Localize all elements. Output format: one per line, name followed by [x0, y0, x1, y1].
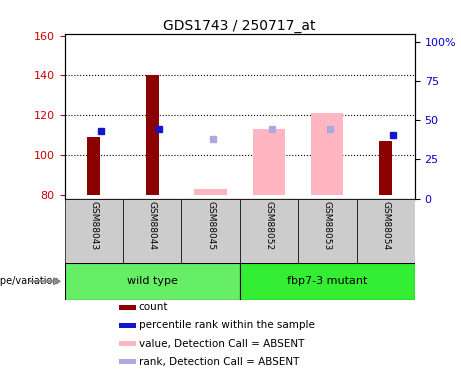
Bar: [311, 113, 343, 195]
Bar: [119, 341, 136, 346]
Text: GSM88054: GSM88054: [381, 201, 390, 250]
Bar: [146, 75, 159, 195]
FancyBboxPatch shape: [240, 199, 298, 262]
Text: count: count: [139, 303, 168, 312]
Text: GSM88044: GSM88044: [148, 201, 157, 250]
FancyBboxPatch shape: [65, 199, 123, 262]
Title: GDS1743 / 250717_at: GDS1743 / 250717_at: [164, 19, 316, 33]
Text: GSM88043: GSM88043: [89, 201, 98, 250]
Text: rank, Detection Call = ABSENT: rank, Detection Call = ABSENT: [139, 357, 299, 366]
Bar: [379, 141, 392, 195]
Text: wild type: wild type: [127, 276, 177, 286]
Text: percentile rank within the sample: percentile rank within the sample: [139, 321, 314, 330]
Bar: [87, 137, 100, 195]
Bar: [119, 359, 136, 364]
FancyBboxPatch shape: [181, 199, 240, 262]
Text: GSM88045: GSM88045: [206, 201, 215, 250]
Text: GSM88052: GSM88052: [265, 201, 273, 250]
FancyBboxPatch shape: [298, 199, 356, 262]
FancyBboxPatch shape: [240, 262, 415, 300]
FancyBboxPatch shape: [65, 262, 240, 300]
Bar: [119, 305, 136, 310]
Bar: [119, 323, 136, 328]
FancyBboxPatch shape: [123, 199, 181, 262]
Text: GSM88053: GSM88053: [323, 201, 332, 250]
FancyBboxPatch shape: [356, 199, 415, 262]
Bar: [195, 189, 226, 195]
Text: value, Detection Call = ABSENT: value, Detection Call = ABSENT: [139, 339, 304, 348]
Text: fbp7-3 mutant: fbp7-3 mutant: [287, 276, 367, 286]
Bar: [253, 129, 285, 195]
Text: genotype/variation: genotype/variation: [0, 276, 59, 286]
